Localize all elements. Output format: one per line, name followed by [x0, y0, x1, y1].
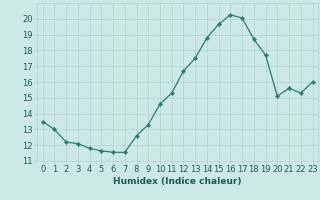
X-axis label: Humidex (Indice chaleur): Humidex (Indice chaleur)	[113, 177, 242, 186]
